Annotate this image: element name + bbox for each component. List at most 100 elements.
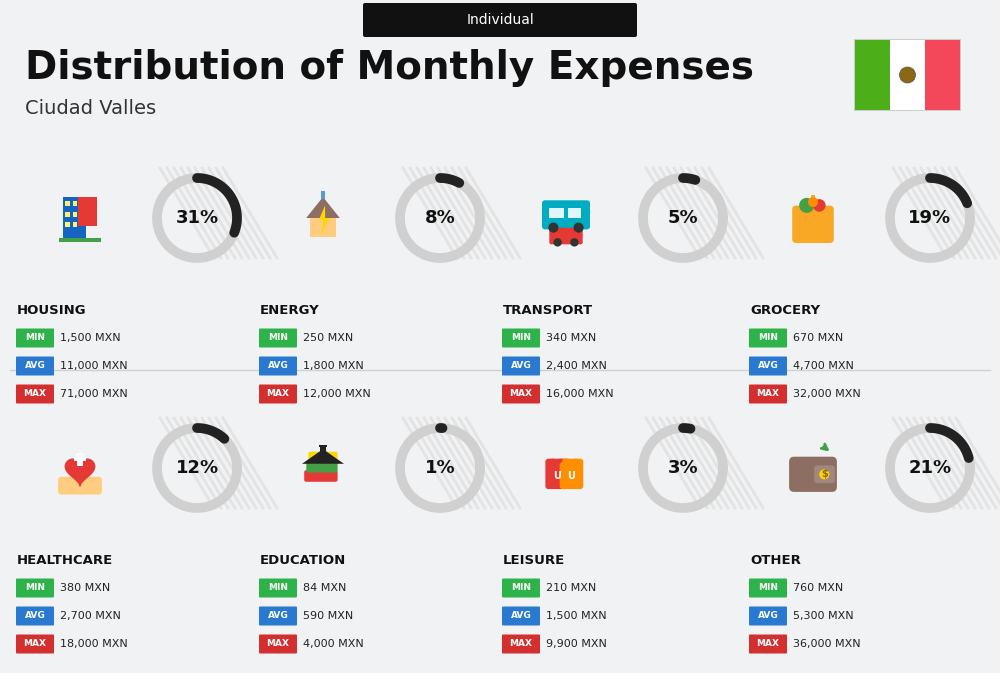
Bar: [77, 454, 83, 466]
Text: GROCERY: GROCERY: [750, 304, 820, 316]
Bar: [549, 207, 564, 218]
Text: MAX: MAX: [266, 390, 290, 398]
Text: 16,000 MXN: 16,000 MXN: [546, 389, 614, 399]
Bar: [890, 40, 925, 110]
Text: MIN: MIN: [758, 334, 778, 343]
Text: AVG: AVG: [25, 361, 45, 371]
Polygon shape: [302, 449, 344, 464]
Text: TRANSPORT: TRANSPORT: [503, 304, 593, 316]
Bar: [74, 457, 86, 461]
Text: EDUCATION: EDUCATION: [260, 553, 346, 567]
Bar: [854, 39, 961, 111]
FancyBboxPatch shape: [502, 606, 540, 625]
FancyBboxPatch shape: [16, 384, 54, 404]
Text: 9,900 MXN: 9,900 MXN: [546, 639, 607, 649]
Polygon shape: [306, 197, 340, 218]
Circle shape: [900, 67, 916, 83]
Text: MIN: MIN: [25, 583, 45, 592]
Text: MAX: MAX: [757, 639, 780, 649]
FancyBboxPatch shape: [259, 357, 297, 376]
FancyBboxPatch shape: [58, 476, 102, 495]
Text: 1%: 1%: [425, 459, 455, 477]
FancyBboxPatch shape: [814, 466, 835, 483]
Bar: [811, 195, 815, 212]
Text: 250 MXN: 250 MXN: [303, 333, 353, 343]
Text: ENERGY: ENERGY: [260, 304, 320, 316]
FancyBboxPatch shape: [749, 384, 787, 404]
Text: HOUSING: HOUSING: [17, 304, 87, 316]
Circle shape: [548, 223, 558, 233]
Circle shape: [570, 238, 579, 246]
Bar: [568, 207, 581, 218]
Text: $: $: [821, 469, 828, 479]
FancyBboxPatch shape: [502, 357, 540, 376]
Text: 12%: 12%: [175, 459, 219, 477]
Text: U: U: [568, 470, 575, 481]
FancyBboxPatch shape: [304, 470, 338, 482]
FancyBboxPatch shape: [502, 635, 540, 653]
FancyBboxPatch shape: [789, 457, 837, 492]
Text: Ciudad Valles: Ciudad Valles: [25, 98, 156, 118]
FancyBboxPatch shape: [16, 579, 54, 598]
Text: MAX: MAX: [510, 390, 532, 398]
Circle shape: [574, 223, 584, 233]
FancyBboxPatch shape: [749, 328, 787, 347]
Text: 5,300 MXN: 5,300 MXN: [793, 611, 854, 621]
Text: 5%: 5%: [668, 209, 698, 227]
FancyBboxPatch shape: [749, 606, 787, 625]
Text: MAX: MAX: [24, 390, 46, 398]
Text: AVG: AVG: [758, 361, 778, 371]
Text: 21%: 21%: [908, 459, 952, 477]
Text: MAX: MAX: [24, 639, 46, 649]
Text: Individual: Individual: [466, 13, 534, 27]
Text: 31%: 31%: [175, 209, 219, 227]
Text: MIN: MIN: [25, 334, 45, 343]
Text: 71,000 MXN: 71,000 MXN: [60, 389, 128, 399]
FancyBboxPatch shape: [792, 205, 834, 243]
Bar: [319, 445, 327, 448]
Text: AVG: AVG: [25, 612, 45, 621]
Circle shape: [799, 198, 814, 213]
Text: LEISURE: LEISURE: [503, 553, 565, 567]
Bar: [78, 197, 97, 226]
Circle shape: [819, 469, 829, 479]
Bar: [73, 212, 77, 217]
FancyBboxPatch shape: [306, 461, 338, 472]
Text: 84 MXN: 84 MXN: [303, 583, 346, 593]
Text: AVG: AVG: [511, 361, 531, 371]
Bar: [321, 190, 325, 199]
Text: MAX: MAX: [510, 639, 532, 649]
Text: 670 MXN: 670 MXN: [793, 333, 843, 343]
Circle shape: [813, 199, 826, 212]
Circle shape: [553, 238, 562, 246]
Text: OTHER: OTHER: [750, 553, 801, 567]
Bar: [320, 445, 326, 452]
FancyBboxPatch shape: [549, 227, 583, 244]
FancyBboxPatch shape: [16, 328, 54, 347]
FancyBboxPatch shape: [749, 357, 787, 376]
FancyBboxPatch shape: [259, 384, 297, 404]
FancyBboxPatch shape: [363, 3, 637, 37]
FancyBboxPatch shape: [259, 579, 297, 598]
Bar: [65, 212, 70, 217]
Text: 4,000 MXN: 4,000 MXN: [303, 639, 364, 649]
FancyBboxPatch shape: [16, 357, 54, 376]
Bar: [73, 201, 77, 206]
Text: 760 MXN: 760 MXN: [793, 583, 843, 593]
Text: 8%: 8%: [425, 209, 455, 227]
Text: AVG: AVG: [758, 612, 778, 621]
Text: 11,000 MXN: 11,000 MXN: [60, 361, 128, 371]
Text: 380 MXN: 380 MXN: [60, 583, 110, 593]
Text: 2,700 MXN: 2,700 MXN: [60, 611, 121, 621]
Bar: [925, 40, 960, 110]
Bar: [73, 222, 77, 227]
Text: 1,500 MXN: 1,500 MXN: [546, 611, 607, 621]
Text: HEALTHCARE: HEALTHCARE: [17, 553, 113, 567]
Text: 3%: 3%: [668, 459, 698, 477]
FancyBboxPatch shape: [502, 579, 540, 598]
Bar: [59, 238, 101, 242]
FancyBboxPatch shape: [502, 384, 540, 404]
Text: AVG: AVG: [511, 612, 531, 621]
Circle shape: [808, 197, 818, 207]
Text: MIN: MIN: [758, 583, 778, 592]
